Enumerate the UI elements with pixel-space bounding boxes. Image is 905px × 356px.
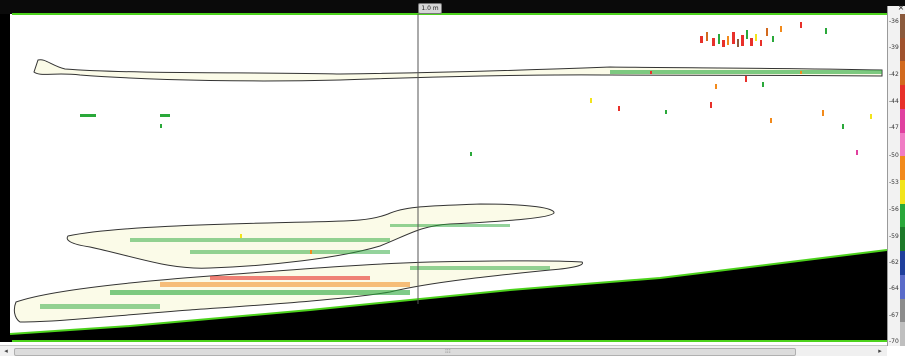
scale-tick-label: -42 (889, 71, 899, 78)
scrollbar-grip-icon: ⁝⁝⁝ (445, 348, 451, 355)
depth-marker-label[interactable]: 1.0 m (418, 3, 442, 14)
color-scale-segment (900, 85, 905, 110)
surface-line (12, 13, 887, 15)
color-scale-segment (900, 203, 905, 228)
echo-cluster-surface (700, 22, 827, 89)
scale-tick-label: -67 (889, 312, 899, 319)
scroll-left-arrow-icon[interactable]: ◂ (4, 347, 8, 355)
scale-tick-label: -59 (889, 233, 899, 240)
echo-band-region-1 (610, 70, 882, 74)
scale-tick-label: -56 (889, 206, 899, 213)
echo-band-region-3 (40, 266, 550, 309)
color-scale-segment (900, 298, 905, 323)
bottom-boundary-line (12, 340, 887, 342)
echogram-plot[interactable] (10, 14, 887, 342)
color-scale-segment (900, 274, 905, 299)
echo-band-region-2 (130, 224, 510, 254)
color-scale-segment (900, 14, 905, 38)
color-scale-segment (900, 322, 905, 347)
scale-tick-label: -64 (889, 285, 899, 292)
left-edge-band (0, 14, 10, 342)
color-scale-segment (900, 251, 905, 276)
scale-tick-label: -39 (889, 44, 899, 51)
region-outline-2[interactable] (66, 203, 555, 269)
scroll-right-arrow-icon[interactable]: ▸ (878, 347, 882, 355)
color-scale-bar[interactable] (900, 14, 905, 347)
scale-tick-label: -44 (889, 98, 899, 105)
scale-tick-label: -70 (889, 338, 899, 345)
scale-tick-label: -36 (889, 18, 899, 25)
color-scale-segment (900, 61, 905, 86)
scale-tick-label: -47 (889, 124, 899, 131)
surface-band (0, 0, 905, 14)
region-outline-1[interactable] (33, 59, 883, 82)
color-scale-segment (900, 156, 905, 181)
color-scale-segment (900, 132, 905, 157)
seabed (10, 250, 887, 342)
bottom-line (10, 249, 887, 335)
scale-tick-label: -50 (889, 152, 899, 159)
close-icon[interactable]: × (897, 3, 905, 12)
color-scale-segment (900, 227, 905, 252)
color-scale-segment (900, 180, 905, 204)
color-scale-segment (900, 108, 905, 133)
echo-scatter-midwater (80, 98, 872, 156)
color-scale-segment (900, 37, 905, 62)
scale-tick-label: -53 (889, 179, 899, 186)
horizontal-scrollbar[interactable]: ◂ ⁝⁝⁝ ▸ (0, 345, 887, 356)
scale-tick-label: -62 (889, 259, 899, 266)
